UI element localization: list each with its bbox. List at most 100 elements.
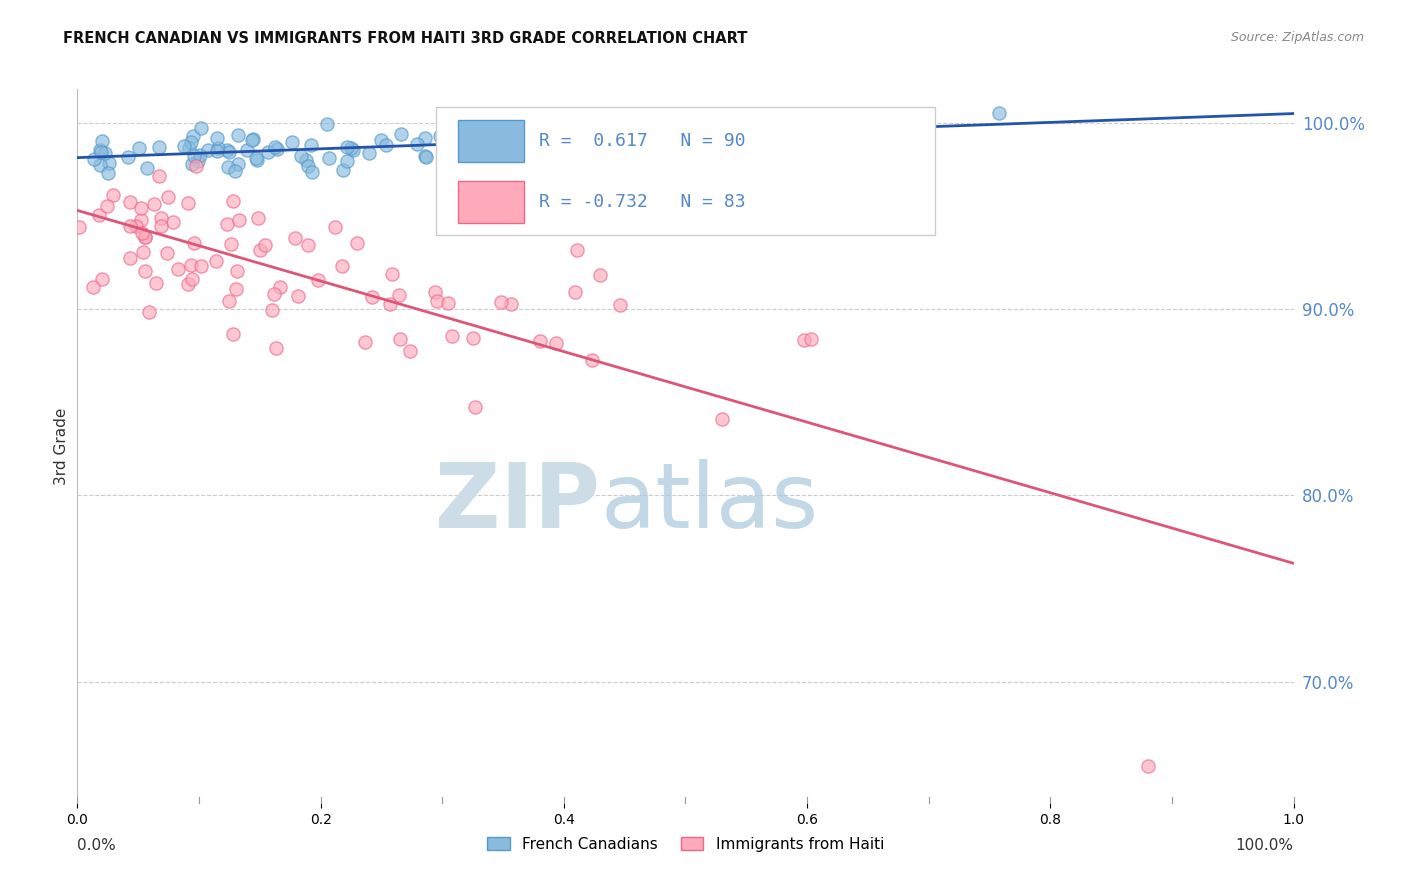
Point — [389, 332, 412, 346]
Point — [491, 294, 513, 309]
Point — [120, 194, 142, 209]
Point — [529, 334, 551, 348]
Point — [181, 129, 204, 144]
FancyBboxPatch shape — [458, 180, 523, 223]
Point — [437, 296, 460, 310]
Point — [224, 164, 246, 178]
Point — [464, 401, 486, 415]
Point — [486, 129, 509, 144]
Point — [218, 293, 240, 308]
Point — [173, 138, 195, 153]
Point — [318, 151, 340, 165]
Point — [710, 412, 733, 426]
Point — [266, 341, 288, 355]
Point — [661, 134, 683, 148]
Point — [222, 326, 245, 341]
Point — [207, 131, 229, 145]
Point — [249, 243, 271, 257]
Point — [83, 152, 105, 166]
Point — [181, 157, 204, 171]
Point — [388, 288, 411, 302]
Point — [398, 343, 420, 358]
Point — [205, 144, 228, 158]
Point — [89, 143, 111, 157]
Point — [150, 211, 173, 225]
Point — [415, 150, 437, 164]
Point — [406, 137, 429, 152]
Point — [529, 112, 551, 126]
Point — [150, 219, 173, 234]
Point — [129, 212, 152, 227]
Point — [316, 117, 339, 131]
Point — [180, 136, 202, 150]
Text: ZIP: ZIP — [436, 459, 600, 547]
Point — [181, 272, 204, 286]
Point — [284, 230, 307, 244]
Point — [281, 135, 304, 149]
Point — [307, 273, 329, 287]
Point — [426, 294, 449, 309]
Point — [882, 113, 904, 128]
Point — [117, 150, 139, 164]
Point — [354, 335, 377, 350]
Legend: French Canadians, Immigrants from Haiti: French Canadians, Immigrants from Haiti — [479, 829, 891, 859]
Point — [645, 116, 668, 130]
Point — [177, 196, 200, 211]
Point — [242, 132, 264, 146]
Point — [440, 329, 463, 343]
Point — [186, 159, 208, 173]
Point — [793, 333, 815, 347]
Point — [162, 215, 184, 229]
Point — [145, 276, 167, 290]
Point — [134, 230, 156, 244]
Point — [444, 143, 467, 157]
Point — [360, 290, 382, 304]
Point — [226, 128, 249, 142]
Point — [266, 142, 288, 156]
Point — [374, 138, 396, 153]
Point — [235, 143, 257, 157]
Point — [129, 201, 152, 215]
Point — [143, 196, 166, 211]
Point — [332, 162, 354, 177]
Point — [588, 268, 610, 282]
Text: 100.0%: 100.0% — [1236, 838, 1294, 854]
Point — [131, 226, 153, 240]
Point — [551, 134, 574, 148]
Point — [245, 151, 267, 165]
Point — [434, 137, 457, 152]
Point — [217, 144, 239, 158]
Point — [138, 305, 160, 319]
Point — [136, 161, 159, 175]
Point — [357, 146, 380, 161]
Point — [578, 136, 600, 150]
Point — [91, 272, 114, 286]
Point — [134, 264, 156, 278]
Point — [287, 288, 309, 302]
Point — [295, 153, 318, 168]
Point — [609, 298, 631, 312]
Point — [96, 199, 118, 213]
Point — [301, 165, 323, 179]
Point — [89, 208, 111, 222]
Point — [180, 258, 202, 272]
Point — [336, 153, 359, 168]
Point — [381, 268, 404, 282]
Point — [82, 279, 104, 293]
Point — [564, 285, 586, 300]
Point — [222, 194, 245, 208]
Point — [526, 128, 548, 143]
Point — [103, 187, 125, 202]
Point — [263, 139, 285, 153]
Point — [207, 140, 229, 154]
Point — [800, 332, 823, 346]
Point — [118, 219, 141, 233]
Point — [188, 148, 211, 162]
Point — [257, 145, 280, 160]
Point — [581, 352, 603, 367]
Point — [260, 303, 283, 318]
Point — [240, 133, 263, 147]
Point — [342, 144, 364, 158]
Point — [581, 135, 603, 149]
Point — [177, 140, 200, 154]
